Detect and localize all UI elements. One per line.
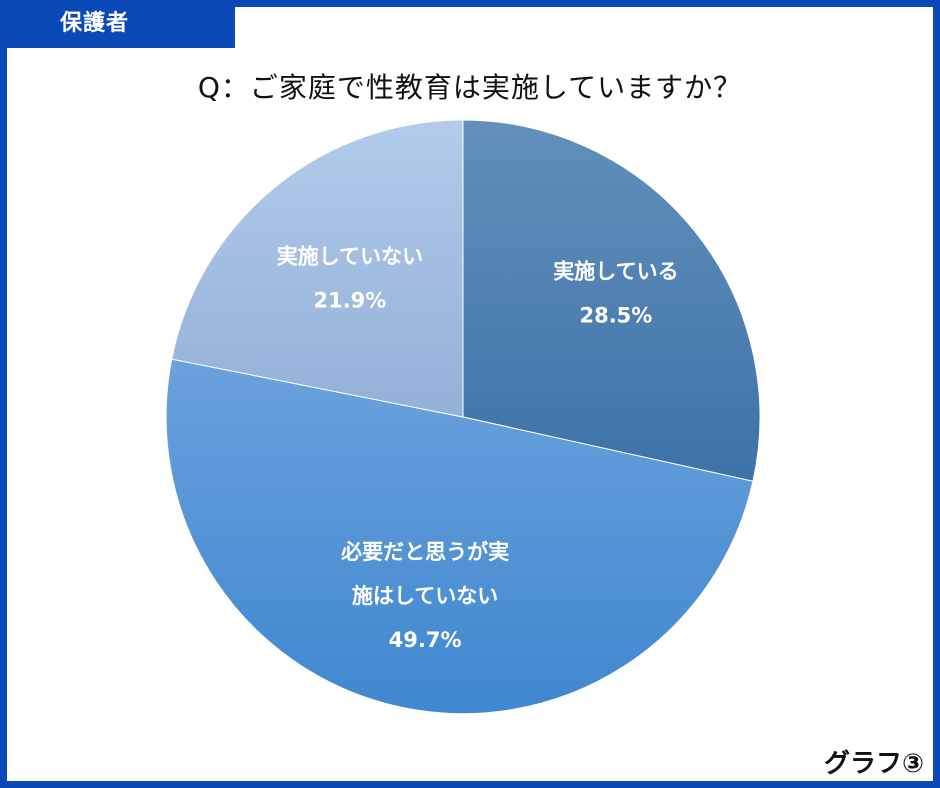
pie-slice-2 [165, 358, 754, 715]
pie-slice-3-label-line-1: 実施していない [277, 244, 423, 268]
pie-slice-1-label-line-1: 実施している [553, 259, 678, 283]
chart-number-label: グラフ③ [823, 749, 924, 779]
chart-title: Q：ご家庭で性教育は実施していますか？ [197, 71, 743, 104]
pie-slice-1 [462, 119, 761, 482]
respondent-tag: 保護者 [0, 0, 235, 48]
pie-slice-1-value-label: 28.5% [579, 303, 652, 327]
pie-slice-2-label-line-1: 必要だと思うが実 [341, 540, 509, 564]
pie-slice-3-value-label: 21.9% [313, 288, 386, 312]
pie-slice-2-label-line-2: 施はしていない [352, 584, 498, 608]
pie-slice-2-value-label: 49.7% [389, 628, 462, 652]
pie-slice-3 [171, 119, 464, 418]
